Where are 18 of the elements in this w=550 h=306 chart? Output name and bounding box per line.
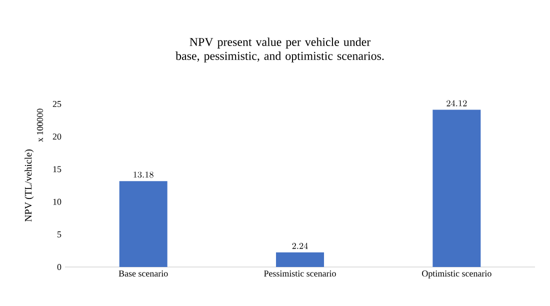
x-tick-label: Pessimistic scenario [264, 270, 336, 277]
x-tick-label: Optimistic scenario [422, 270, 492, 278]
y-tick-label: 10 [53, 198, 62, 205]
data-label: 2.24 [292, 242, 308, 249]
bar [432, 110, 481, 267]
bar [119, 181, 168, 267]
data-label: 13. 18 [134, 172, 154, 178]
y-tick-label: 20 [52, 134, 62, 140]
x-tick-label: Base scenario [118, 270, 168, 277]
y-tick-label: 15 [53, 166, 62, 172]
y-tick-label: 0 [57, 264, 62, 270]
y-tick-label: 5 [58, 231, 62, 238]
y-axis-title: NPV (TL/vehicle) [24, 150, 34, 222]
text: x 100000 [36, 108, 44, 142]
y-tick-label: 25 [52, 100, 62, 108]
bar [276, 252, 324, 267]
chart-title: NPV present value per vehicle under base, pessimistic, and optimistic scenarios. [176, 38, 384, 62]
data-label: 24. 12 [446, 100, 467, 106]
